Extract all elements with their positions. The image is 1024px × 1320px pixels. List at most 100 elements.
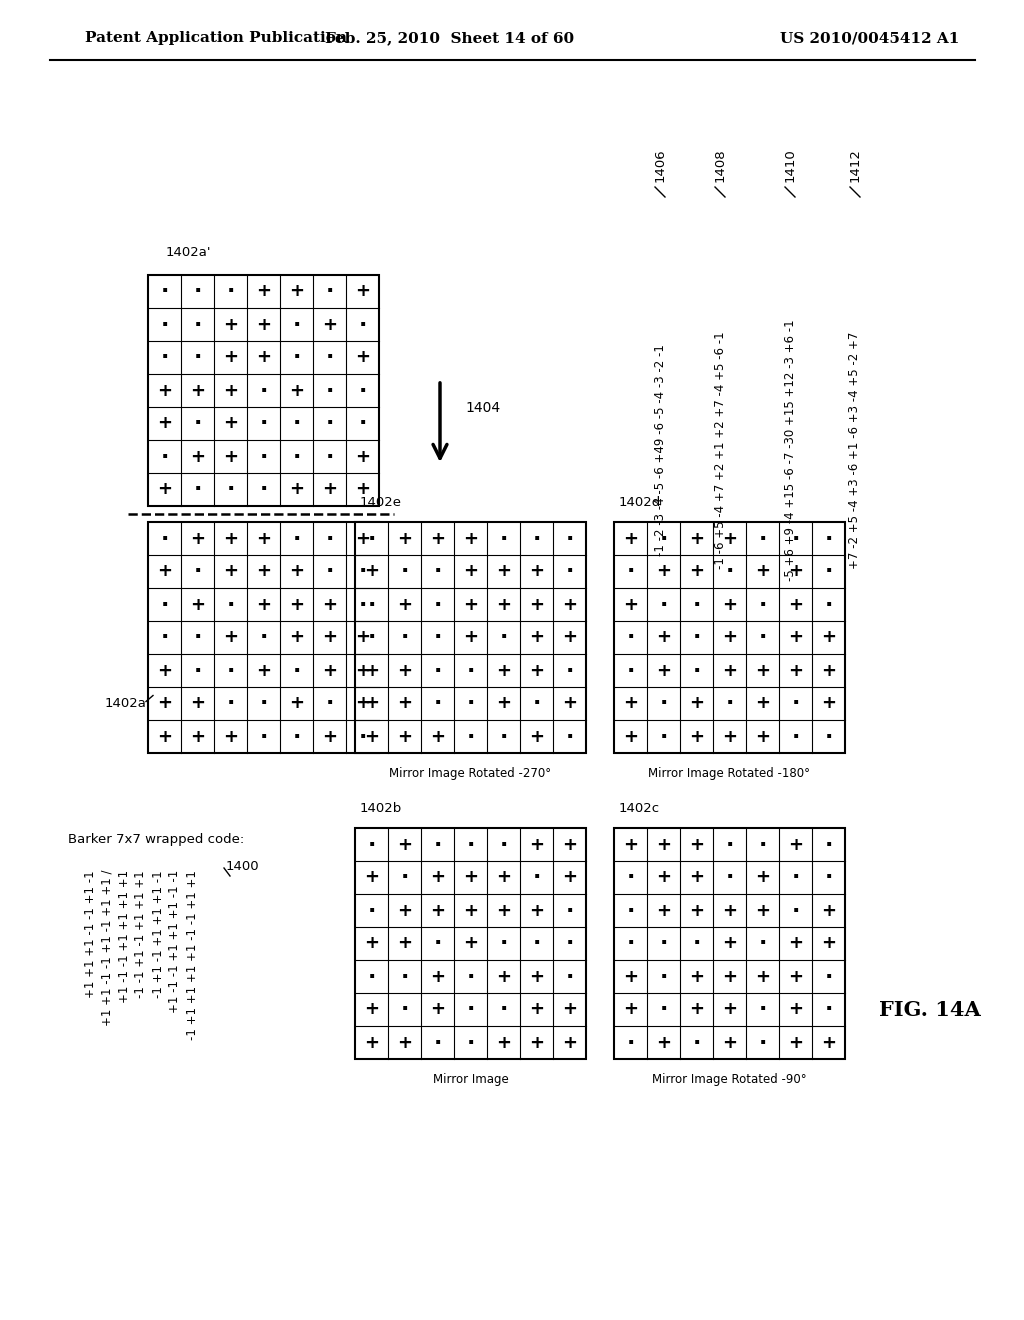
Text: +: + — [256, 595, 271, 614]
Text: ·: · — [358, 594, 367, 615]
Text: +: + — [355, 628, 370, 647]
Text: +1 +1 -1 -1 +1 -1 +1 +1 /: +1 +1 -1 -1 +1 -1 +1 +1 / — [100, 870, 114, 1027]
Text: ·: · — [627, 900, 635, 920]
Text: ·: · — [627, 660, 635, 681]
Text: ·: · — [433, 561, 441, 582]
Text: ·: · — [194, 561, 202, 582]
Text: ·: · — [226, 281, 234, 301]
Text: ·: · — [433, 1032, 441, 1052]
Text: ·: · — [368, 834, 376, 854]
Text: ·: · — [759, 999, 767, 1019]
Text: +: + — [722, 1034, 737, 1052]
Text: ·: · — [824, 867, 833, 887]
Text: +: + — [821, 694, 836, 713]
Text: +: + — [656, 661, 671, 680]
Text: +: + — [322, 628, 337, 647]
Text: +: + — [689, 529, 705, 548]
Text: +: + — [190, 381, 205, 400]
Text: ·: · — [466, 966, 475, 986]
Text: +: + — [223, 315, 238, 334]
Text: ·: · — [292, 726, 301, 747]
Text: +1 +1 +1 -1 -1 +1 -1: +1 +1 +1 -1 -1 +1 -1 — [84, 870, 96, 998]
Text: ·: · — [659, 693, 668, 714]
Text: +: + — [562, 1001, 577, 1019]
Text: +: + — [223, 381, 238, 400]
Text: +: + — [256, 529, 271, 548]
Text: +: + — [289, 381, 304, 400]
Text: ·: · — [500, 528, 508, 549]
Text: ·: · — [358, 413, 367, 433]
Text: 1402a: 1402a — [104, 697, 146, 710]
Text: ·: · — [400, 561, 409, 582]
Text: ·: · — [194, 314, 202, 334]
Text: +: + — [623, 727, 638, 746]
Text: ·: · — [500, 999, 508, 1019]
Text: +: + — [430, 727, 445, 746]
Text: +: + — [355, 348, 370, 367]
Text: ·: · — [226, 660, 234, 681]
Text: +: + — [355, 529, 370, 548]
Text: +: + — [623, 968, 638, 986]
Text: +: + — [190, 694, 205, 713]
Text: +: + — [364, 562, 379, 581]
Text: +: + — [355, 694, 370, 713]
Text: ·: · — [358, 380, 367, 400]
Text: +: + — [562, 694, 577, 713]
Text: +: + — [190, 447, 205, 466]
Text: +: + — [755, 968, 770, 986]
Text: +: + — [157, 562, 172, 581]
Text: +: + — [623, 1001, 638, 1019]
Text: +: + — [397, 727, 412, 746]
Text: +: + — [755, 902, 770, 920]
Text: ·: · — [292, 528, 301, 549]
Text: ·: · — [433, 594, 441, 615]
Text: +: + — [689, 727, 705, 746]
Text: ·: · — [368, 966, 376, 986]
Text: ·: · — [292, 660, 301, 681]
Text: +: + — [256, 562, 271, 581]
Text: +: + — [529, 628, 544, 647]
Text: +: + — [355, 447, 370, 466]
Text: -1 -2 -3 -4 -5 -6 +49 -6 -5 -4 -3 -2 -1: -1 -2 -3 -4 -5 -6 +49 -6 -5 -4 -3 -2 -1 — [653, 345, 667, 556]
Text: ·: · — [824, 594, 833, 615]
Text: -1 -1 +1 -1 +1 +1 +1: -1 -1 +1 -1 +1 +1 +1 — [134, 870, 147, 998]
Text: ·: · — [565, 726, 573, 747]
Text: +7 -2 +5 -4 +3 -6 +1 -6 +3 -4 +5 -2 +7: +7 -2 +5 -4 +3 -6 +1 -6 +3 -4 +5 -2 +7 — [849, 331, 861, 569]
Text: ·: · — [627, 1032, 635, 1052]
Text: ·: · — [259, 413, 267, 433]
Text: ·: · — [400, 999, 409, 1019]
Text: Mirror Image Rotated -90°: Mirror Image Rotated -90° — [652, 1072, 807, 1085]
Text: ·: · — [659, 726, 668, 747]
Text: +: + — [256, 661, 271, 680]
Text: +: + — [788, 628, 803, 647]
Text: ·: · — [194, 627, 202, 648]
Text: ·: · — [259, 693, 267, 714]
Text: +: + — [689, 902, 705, 920]
Text: ·: · — [824, 966, 833, 986]
Text: +: + — [755, 661, 770, 680]
Text: ·: · — [259, 479, 267, 499]
Text: +: + — [289, 595, 304, 614]
Bar — [148, 275, 379, 506]
Text: ·: · — [792, 726, 800, 747]
Text: ·: · — [466, 1032, 475, 1052]
Text: +: + — [689, 1001, 705, 1019]
Text: ·: · — [565, 528, 573, 549]
Text: +: + — [722, 628, 737, 647]
Text: ·: · — [759, 1032, 767, 1052]
Text: +: + — [190, 529, 205, 548]
Text: ·: · — [692, 1032, 700, 1052]
Text: +: + — [496, 968, 511, 986]
Text: ·: · — [759, 933, 767, 953]
Text: ·: · — [326, 693, 334, 714]
Text: +: + — [529, 902, 544, 920]
Text: +: + — [788, 968, 803, 986]
Text: +: + — [364, 1034, 379, 1052]
Text: ·: · — [368, 594, 376, 615]
Text: ·: · — [161, 446, 169, 466]
Text: ·: · — [532, 693, 541, 714]
Text: ·: · — [565, 933, 573, 953]
Text: +: + — [322, 315, 337, 334]
Text: +: + — [722, 935, 737, 953]
Text: ·: · — [368, 528, 376, 549]
